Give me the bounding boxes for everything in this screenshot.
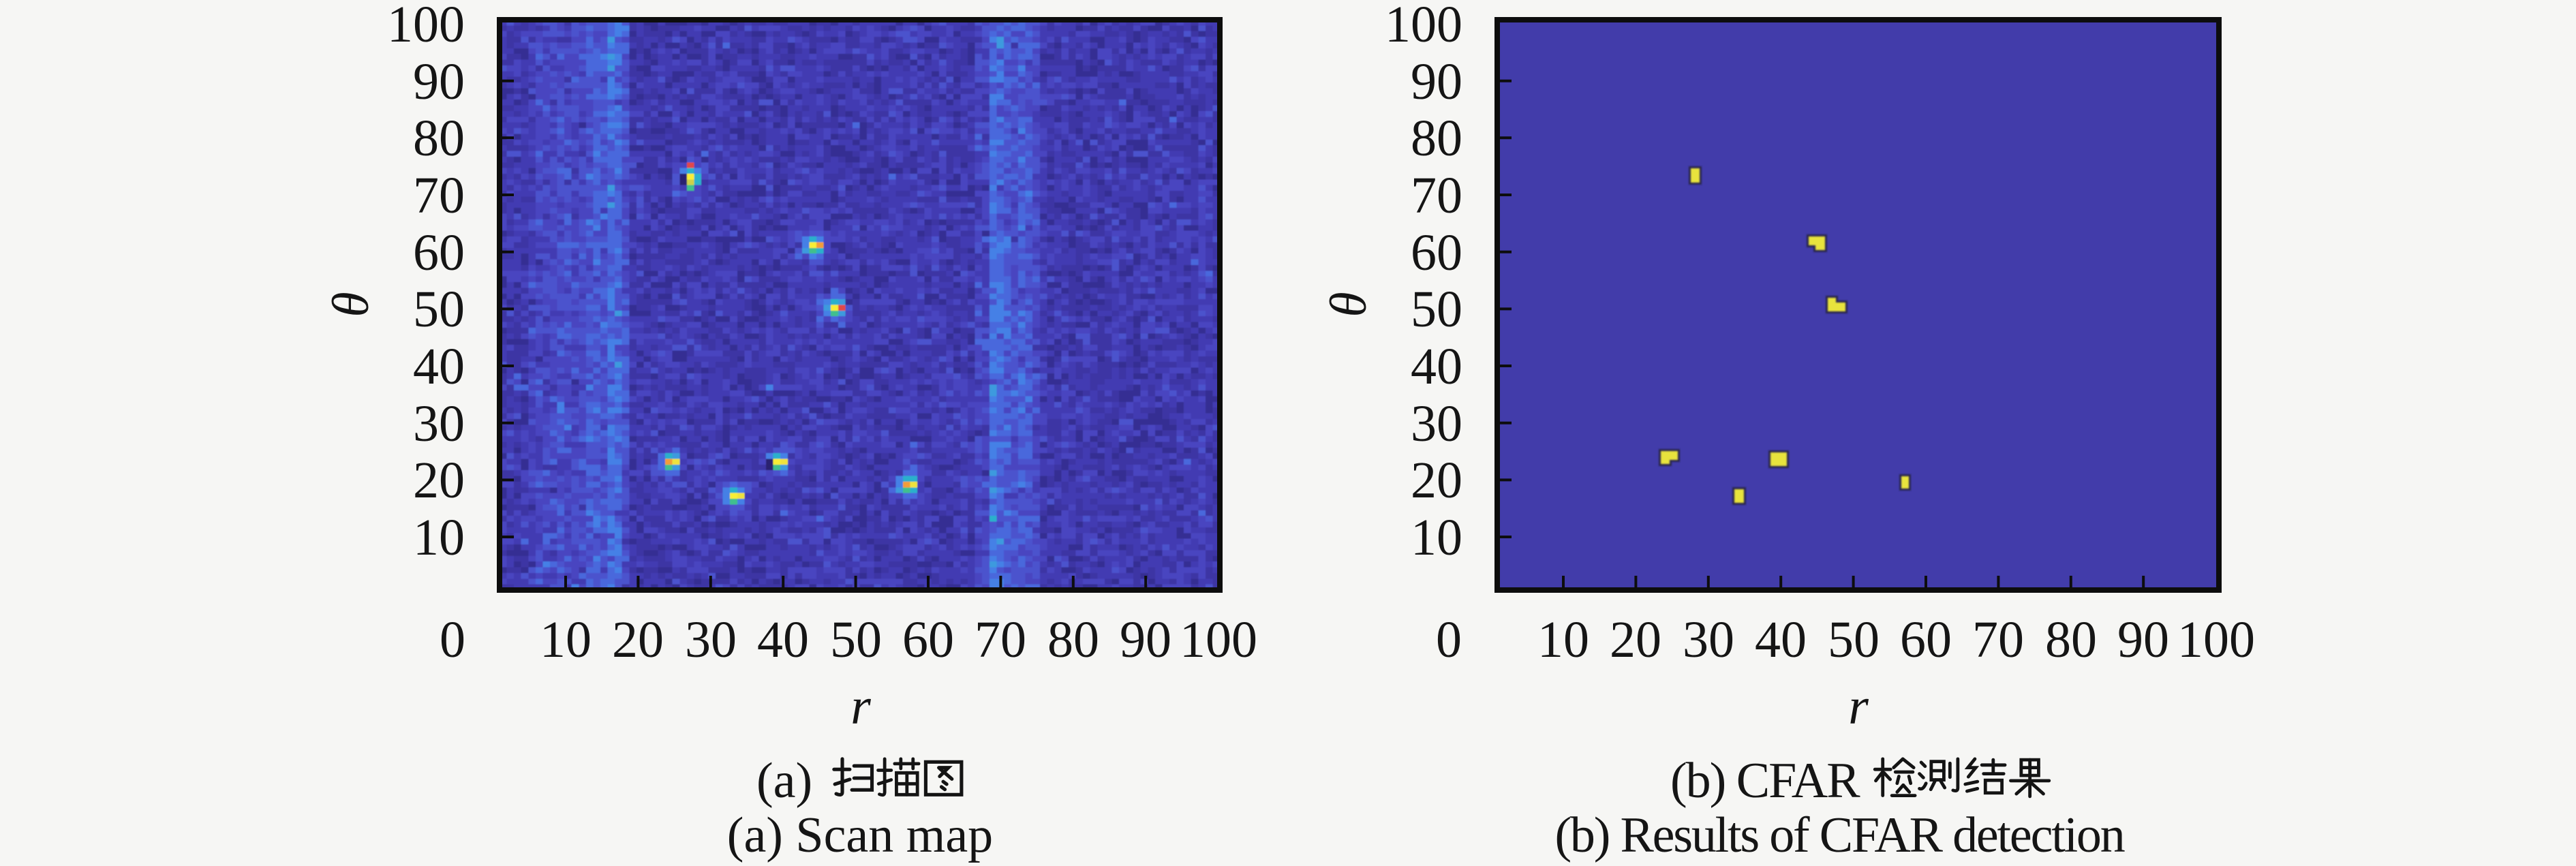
svg-text:(b) Results of CFAR detection: (b) Results of CFAR detection: [1554, 807, 2124, 863]
svg-text:90: 90: [2117, 611, 2169, 668]
svg-text:80: 80: [1411, 110, 1462, 167]
svg-text:80: 80: [1047, 611, 1099, 668]
svg-text:10: 10: [413, 509, 465, 566]
svg-text:50: 50: [413, 281, 465, 338]
svg-text:(a): (a): [756, 753, 812, 809]
svg-text:70: 70: [1972, 611, 2024, 668]
svg-text:0: 0: [1436, 611, 1462, 668]
svg-text:60: 60: [1411, 224, 1462, 281]
svg-text:100: 100: [1385, 0, 1462, 53]
svg-text:(b) CFAR: (b) CFAR: [1670, 753, 1860, 809]
svg-text:80: 80: [2045, 611, 2097, 668]
svg-text:50: 50: [830, 611, 882, 668]
svg-text:r: r: [850, 678, 871, 735]
svg-text:r: r: [1848, 678, 1869, 735]
svg-text:30: 30: [685, 611, 737, 668]
svg-text:100: 100: [387, 0, 465, 53]
svg-text:10: 10: [540, 611, 592, 668]
svg-text:20: 20: [612, 611, 664, 668]
svg-text:10: 10: [1411, 509, 1462, 566]
svg-text:20: 20: [1610, 611, 1661, 668]
svg-text:θ: θ: [1320, 292, 1377, 317]
svg-text:10: 10: [1537, 611, 1589, 668]
svg-text:50: 50: [1828, 611, 1880, 668]
svg-text:90: 90: [1411, 53, 1462, 110]
svg-text:90: 90: [1120, 611, 1171, 668]
svg-text:60: 60: [413, 224, 465, 281]
svg-text:70: 70: [975, 611, 1026, 668]
svg-text:20: 20: [1411, 452, 1462, 509]
svg-text:90: 90: [413, 53, 465, 110]
svg-text:40: 40: [1755, 611, 1807, 668]
svg-text:θ: θ: [322, 292, 380, 317]
svg-text:60: 60: [902, 611, 954, 668]
svg-text:40: 40: [1411, 338, 1462, 395]
svg-text:30: 30: [1683, 611, 1734, 668]
svg-text:100: 100: [1180, 611, 1257, 668]
svg-text:50: 50: [1411, 281, 1462, 338]
svg-text:(a) Scan map: (a) Scan map: [727, 807, 993, 863]
svg-text:30: 30: [413, 395, 465, 452]
svg-text:80: 80: [413, 110, 465, 167]
svg-text:100: 100: [2177, 611, 2255, 668]
svg-text:60: 60: [1900, 611, 1952, 668]
svg-text:0: 0: [440, 611, 465, 668]
svg-text:30: 30: [1411, 395, 1462, 452]
svg-text:20: 20: [413, 452, 465, 509]
svg-text:70: 70: [413, 167, 465, 224]
svg-text:70: 70: [1411, 167, 1462, 224]
svg-text:40: 40: [757, 611, 809, 668]
svg-text:40: 40: [413, 338, 465, 395]
